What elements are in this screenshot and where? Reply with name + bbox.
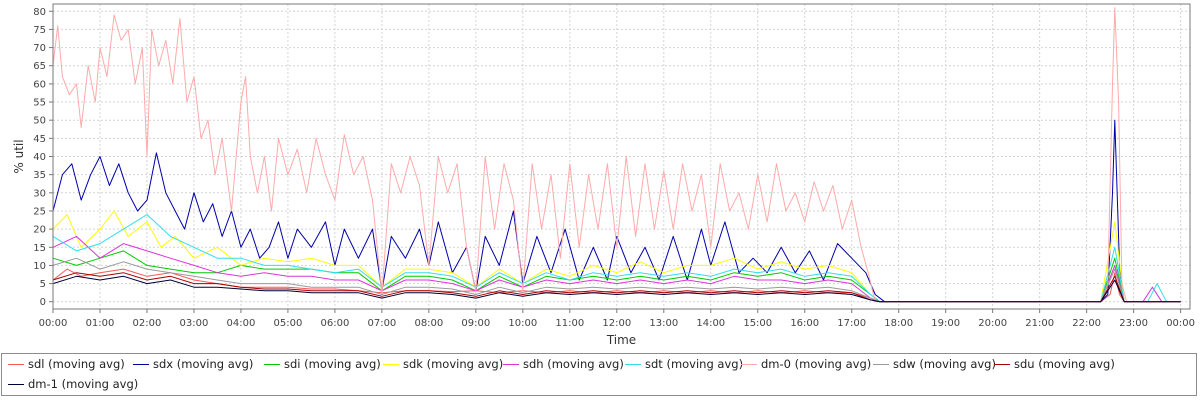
y-tick-label: 35 bbox=[33, 170, 46, 181]
legend-item: sdh (moving avg) bbox=[503, 356, 624, 372]
x-tick-label: 17:00 bbox=[837, 318, 866, 329]
x-tick-label: 02:00 bbox=[133, 318, 162, 329]
series-line-3 bbox=[52, 210, 1181, 303]
legend-item: sdt (moving avg) bbox=[625, 356, 743, 372]
y-tick-label: 55 bbox=[33, 98, 46, 109]
legend-swatch bbox=[741, 363, 757, 365]
legend-item: sdw (moving avg) bbox=[873, 356, 996, 372]
x-tick-label: 20:00 bbox=[978, 318, 1007, 329]
x-tick-label: 09:00 bbox=[461, 318, 490, 329]
legend-label: dm-0 (moving avg) bbox=[761, 357, 872, 371]
x-tick-label: 11:00 bbox=[555, 318, 584, 329]
y-tick-label: 75 bbox=[33, 25, 46, 36]
x-tick-label: 13:00 bbox=[649, 318, 678, 329]
x-tick-label: 15:00 bbox=[743, 318, 772, 329]
x-tick-label: 18:00 bbox=[884, 318, 913, 329]
x-tick-label: 04:00 bbox=[227, 318, 256, 329]
legend-label: sdh (moving avg) bbox=[523, 357, 624, 371]
legend-item: sdi (moving avg) bbox=[264, 356, 381, 372]
legend-label: sdk (moving avg) bbox=[403, 357, 504, 371]
grid bbox=[52, 4, 1190, 309]
x-tick-label: 12:00 bbox=[602, 318, 631, 329]
legend-item: dm-1 (moving avg) bbox=[8, 376, 138, 392]
x-tick-label: 06:00 bbox=[320, 318, 349, 329]
y-tick-label: 0 bbox=[40, 297, 46, 308]
legend-label: dm-1 (moving avg) bbox=[28, 377, 139, 391]
legend-item: sdk (moving avg) bbox=[383, 356, 503, 372]
y-tick-label: 15 bbox=[33, 243, 46, 254]
legend-swatch bbox=[8, 363, 24, 365]
legend-label: sdt (moving avg) bbox=[645, 357, 744, 371]
y-tick-label: 40 bbox=[33, 152, 46, 163]
y-tick-label: 25 bbox=[33, 206, 46, 217]
x-tick-label: 00:00 bbox=[39, 318, 68, 329]
x-tick-label: 19:00 bbox=[931, 318, 960, 329]
y-axis-label: % util bbox=[12, 139, 26, 173]
y-tick-label: 20 bbox=[33, 225, 46, 236]
legend-item: sdx (moving avg) bbox=[133, 356, 253, 372]
legend-label: sdl (moving avg) bbox=[28, 357, 125, 371]
legend-swatch bbox=[873, 363, 889, 365]
series-line-8 bbox=[52, 272, 1181, 303]
x-tick-label: 22:00 bbox=[1072, 318, 1101, 329]
x-tick-label: 16:00 bbox=[790, 318, 819, 329]
y-tick-label: 80 bbox=[33, 7, 46, 18]
series-line-7 bbox=[52, 257, 1181, 303]
chart-area: 0 5 10 15 20 25 30 35 40 45 50 55 60 65 70 75 80 00:00 01… bbox=[12, 3, 1195, 347]
legend-item: sdu (moving avg) bbox=[994, 356, 1115, 372]
x-axis-label: Time bbox=[606, 333, 636, 347]
legend-label: sdi (moving avg) bbox=[284, 357, 381, 371]
y-tick-label: 60 bbox=[33, 79, 46, 90]
series-group bbox=[52, 7, 1181, 303]
x-tick-label: 21:00 bbox=[1025, 318, 1054, 329]
x-tick-label: 10:00 bbox=[508, 318, 537, 329]
x-tick-label: 00:00 bbox=[1166, 318, 1195, 329]
legend: sdl (moving avg) sdx (moving avg) sdi (mov… bbox=[1, 353, 1197, 396]
series-line-1 bbox=[52, 119, 1181, 303]
y-tick-label: 50 bbox=[33, 116, 46, 127]
x-tick-label: 23:00 bbox=[1119, 318, 1148, 329]
y-tick-label: 70 bbox=[33, 43, 46, 54]
y-axis: 0 5 10 15 20 25 30 35 40 45 50 55 60 65 70 75 80 bbox=[33, 7, 53, 308]
x-axis: 00:00 01:00 02:00 03:00 04:00 05:00 06:00 07:00… bbox=[39, 309, 1195, 329]
legend-swatch bbox=[8, 383, 24, 385]
series-line-9 bbox=[52, 275, 1181, 303]
legend-swatch bbox=[383, 363, 399, 365]
x-tick-label: 14:00 bbox=[696, 318, 725, 329]
series-line-5 bbox=[52, 214, 1181, 303]
legend-label: sdu (moving avg) bbox=[1014, 357, 1115, 371]
y-tick-label: 30 bbox=[33, 188, 46, 199]
legend-label: sdx (moving avg) bbox=[153, 357, 254, 371]
x-tick-label: 01:00 bbox=[86, 318, 115, 329]
y-tick-label: 10 bbox=[33, 261, 46, 272]
x-tick-label: 08:00 bbox=[414, 318, 443, 329]
y-tick-label: 5 bbox=[40, 279, 46, 290]
legend-swatch bbox=[994, 363, 1010, 365]
x-tick-label: 05:00 bbox=[274, 318, 303, 329]
x-tick-label: 03:00 bbox=[180, 318, 209, 329]
legend-item: dm-0 (moving avg) bbox=[741, 356, 871, 372]
legend-swatch bbox=[264, 363, 280, 365]
legend-swatch bbox=[133, 363, 149, 365]
y-tick-label: 65 bbox=[33, 61, 46, 72]
x-tick-label: 07:00 bbox=[367, 318, 396, 329]
y-tick-label: 45 bbox=[33, 134, 46, 145]
legend-swatch bbox=[503, 363, 519, 365]
legend-swatch bbox=[625, 363, 641, 365]
series-line-6 bbox=[52, 7, 1181, 303]
legend-item: sdl (moving avg) bbox=[8, 356, 125, 372]
legend-label: sdw (moving avg) bbox=[893, 357, 996, 371]
